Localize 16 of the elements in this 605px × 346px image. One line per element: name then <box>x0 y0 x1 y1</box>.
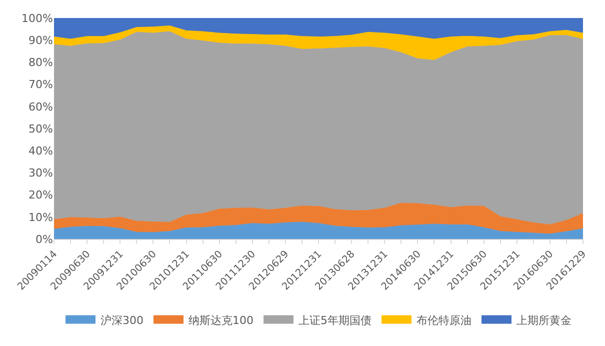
y-tick-label: 10% <box>28 210 53 224</box>
y-tick-label: 40% <box>28 144 53 158</box>
y-tick-label: 30% <box>28 166 53 180</box>
y-tick-label: 80% <box>28 56 53 70</box>
legend-label: 布伦特原油 <box>416 314 472 328</box>
y-tick-label: 60% <box>28 100 53 114</box>
legend-label: 纳斯达克100 <box>188 314 254 328</box>
y-tick-label: 20% <box>28 188 53 202</box>
y-tick-label: 100% <box>22 12 53 25</box>
legend-label: 上证5年期国债 <box>298 314 372 328</box>
y-tick-label: 70% <box>28 78 53 92</box>
y-tick-label: 50% <box>28 122 53 136</box>
legend-label: 上期所黄金 <box>516 314 572 328</box>
y-tick-label: 0% <box>36 232 53 246</box>
legend-label: 沪深300 <box>100 314 144 328</box>
y-tick-label: 90% <box>28 34 53 47</box>
